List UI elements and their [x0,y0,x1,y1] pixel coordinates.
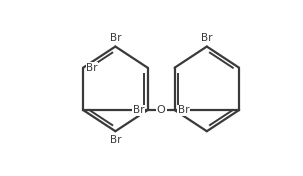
Text: Br: Br [201,33,213,43]
Text: Br: Br [133,105,145,115]
Text: O: O [157,105,165,115]
Text: Br: Br [86,63,98,73]
Text: Br: Br [110,33,121,43]
Text: Br: Br [110,135,121,145]
Text: Br: Br [178,105,189,115]
